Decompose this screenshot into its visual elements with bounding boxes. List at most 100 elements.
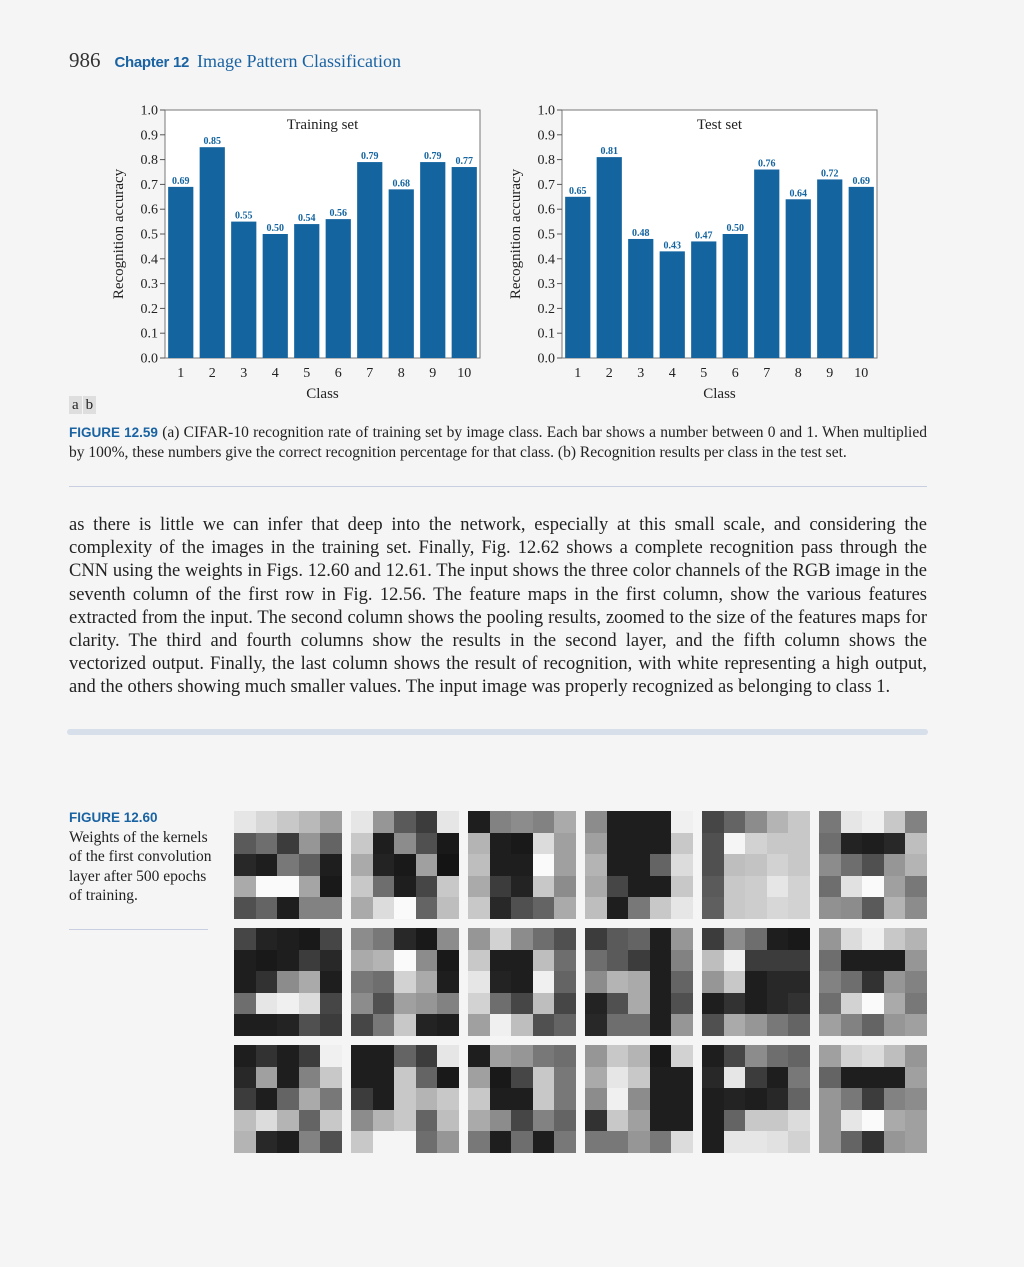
kernel-weight-cell (255, 832, 278, 855)
kernel-weight-cell (468, 1131, 490, 1153)
kernel-grid (819, 811, 927, 919)
kernel-weight-cell (788, 971, 810, 993)
kernel-weight-cell (554, 1088, 576, 1110)
kernel-weight-cell (351, 832, 373, 855)
kernel-weight-cell (723, 928, 746, 950)
kernel-weight-cell (351, 928, 373, 950)
chart-b-value-label-2: 0.81 (601, 146, 619, 157)
kernel-weight-cell (351, 875, 373, 898)
kernel-weight-cell (372, 832, 395, 855)
kernel-weight-cell (606, 1014, 629, 1036)
kernel-grid (234, 811, 342, 919)
kernel-weight-cell (585, 928, 607, 950)
kernel-weight-cell (788, 854, 810, 876)
kernel-weight-cell (511, 928, 533, 950)
kernel-weight-cell (532, 1045, 555, 1067)
kernel-weight-cell (649, 875, 672, 898)
kernel-weight-cell (788, 1014, 810, 1036)
kernel-grid (702, 811, 810, 919)
kernel-weight-cell (606, 949, 629, 972)
kernel-weight-cell (628, 971, 650, 993)
kernel-weight-cell (511, 971, 533, 993)
kernel-grid (351, 811, 459, 919)
kernel-weight-cell (788, 1109, 810, 1132)
chart-a-value-label-2: 0.85 (204, 136, 222, 147)
chart-a-ytick-label: 0.6 (141, 203, 159, 218)
kernel-weight-cell (320, 854, 342, 876)
chart-b-title: Test set (697, 117, 743, 133)
kernel-weight-cell (532, 949, 555, 972)
kernel-weight-cell (372, 971, 395, 993)
kernel-weight-cell (394, 928, 416, 950)
chart-a-bar-9 (420, 162, 446, 358)
kernel-weight-cell (255, 854, 278, 876)
kernel-weight-cell (905, 1131, 927, 1153)
kernel-weight-cell (723, 1131, 746, 1153)
kernel-weight-cell (255, 875, 278, 898)
kernel-weight-cell (320, 949, 342, 972)
kernel-weight-cell (585, 1109, 607, 1132)
kernel-weight-cell (234, 992, 256, 1015)
kernel-weight-cell (862, 971, 884, 993)
kernel-weight-cell (585, 971, 607, 993)
kernel-weight-cell (394, 971, 416, 993)
kernel-weight-cell (489, 1088, 512, 1110)
chart-b-xtick-label: 6 (732, 366, 739, 381)
kernel-weight-cell (234, 1109, 256, 1132)
kernel-weight-cell (883, 854, 906, 876)
kernel-weight-cell (671, 1131, 693, 1153)
kernel-weight-cell (905, 1066, 927, 1089)
kernel-weight-cell (437, 1045, 459, 1067)
kernel-weight-cell (788, 928, 810, 950)
kernel-weight-cell (671, 1014, 693, 1036)
kernel-weight-cell (532, 854, 555, 876)
chart-a-ytick-label: 0.3 (141, 277, 159, 292)
kernel-weight-cell (554, 1066, 576, 1089)
kernel-weight-cell (649, 832, 672, 855)
chart-b-value-label-8: 0.64 (790, 188, 808, 199)
kernel-weight-cell (606, 928, 629, 950)
kernel-weight-cell (468, 992, 490, 1015)
kernel-weight-cell (766, 1131, 789, 1153)
chart-b-ytick-label: 0.0 (538, 352, 556, 367)
kernel-weight-cell (532, 928, 555, 950)
kernel-weight-cell (489, 971, 512, 993)
kernel-weight-cell (862, 832, 884, 855)
chart-a-bar-5 (294, 224, 320, 358)
kernel-weight-cell (606, 1131, 629, 1153)
kernel-weight-cell (766, 1109, 789, 1132)
kernel-weight-cell (511, 897, 533, 919)
kernel-weight-cell (489, 811, 512, 833)
kernel-weight-cell (585, 1014, 607, 1036)
kernel-weight-cell (489, 949, 512, 972)
chart-a-value-label-3: 0.55 (235, 211, 253, 222)
kernel-weight-cell (468, 854, 490, 876)
kernel-weight-cell (628, 1131, 650, 1153)
kernel-weight-cell (415, 1109, 438, 1132)
kernel-weight-cell (351, 897, 373, 919)
kernel-weight-cell (298, 1088, 321, 1110)
kernel-weight-cell (468, 1014, 490, 1036)
kernel-weight-cell (489, 897, 512, 919)
chart-a-bar-8 (388, 189, 414, 358)
chart-a-xtick-label: 1 (177, 366, 184, 381)
kernel-weight-cell (628, 928, 650, 950)
kernel-weight-cell (320, 811, 342, 833)
kernel-weight-cell (606, 1045, 629, 1067)
kernel-weight-cell (298, 971, 321, 993)
chart-b-xlabel: Class (703, 386, 736, 402)
chart-a-bar-7 (357, 162, 383, 358)
kernel-weight-cell (394, 949, 416, 972)
kernel-weight-cell (351, 1131, 373, 1153)
kernel-weight-cell (585, 875, 607, 898)
figure-12-59-caption: FIGURE 12.59 (a) CIFAR-10 recognition ra… (69, 423, 927, 462)
chart-b-ytick-label: 0.7 (538, 178, 556, 193)
kernel-weight-cell (766, 811, 789, 833)
kernel-weight-cell (723, 811, 746, 833)
kernel-weight-cell (255, 992, 278, 1015)
kernel-weight-cell (628, 875, 650, 898)
kernel-weight-cell (234, 897, 256, 919)
kernel-weight-cell (320, 875, 342, 898)
kernel-weight-cell (320, 1109, 342, 1132)
kernel-weight-cell (585, 811, 607, 833)
